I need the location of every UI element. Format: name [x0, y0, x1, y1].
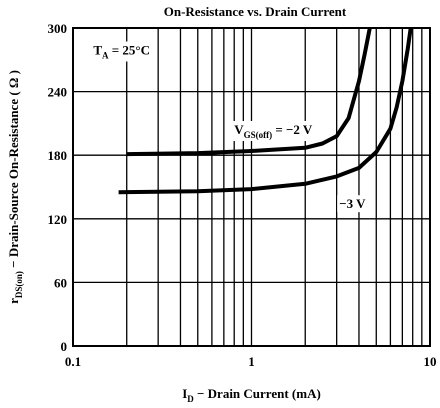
y-tick-label: 0 [61, 339, 68, 354]
label-part: r [6, 298, 21, 304]
label-part: V [234, 122, 244, 137]
y-tick-label: 120 [48, 212, 68, 227]
label: −3 V [339, 196, 366, 211]
x-tick-label: 0.1 [65, 354, 81, 369]
subscript: DS(on) [14, 271, 24, 298]
annotation-bg [337, 195, 369, 213]
chart-title: On-Resistance vs. Drain Current [164, 4, 347, 19]
series-line [126, 27, 372, 157]
annotation-bg [232, 121, 315, 141]
annotation-bg [91, 41, 153, 62]
label: rDS(on) − Drain-Source On-Resistance ( Ω… [6, 70, 24, 304]
label-part: − Drain Current (mA) [194, 386, 321, 401]
x-tick-label: 1 [248, 354, 255, 369]
label-part: = 25°C [109, 43, 151, 58]
subscript: D [187, 394, 194, 404]
y-tick-label: 240 [48, 85, 68, 100]
series-line [118, 27, 413, 195]
label: TA = 25°C [93, 43, 150, 61]
label-part: −3 V [339, 196, 366, 211]
label: ID − Drain Current (mA) [182, 386, 321, 404]
label: VGS(off) = −2 V [234, 122, 313, 140]
label-part: = −2 V [272, 122, 313, 137]
subscript: A [102, 51, 109, 61]
y-tick-label: 300 [48, 21, 68, 36]
x-tick-label: 10 [424, 354, 437, 369]
label-part: I [182, 386, 187, 401]
y-tick-label: 180 [48, 148, 68, 163]
label-part: − Drain-Source On-Resistance ( Ω ) [6, 70, 21, 271]
plot-frame [72, 27, 431, 347]
y-tick-label: 60 [54, 275, 67, 290]
subscript: GS(off) [244, 130, 273, 140]
label-part: T [93, 43, 102, 58]
